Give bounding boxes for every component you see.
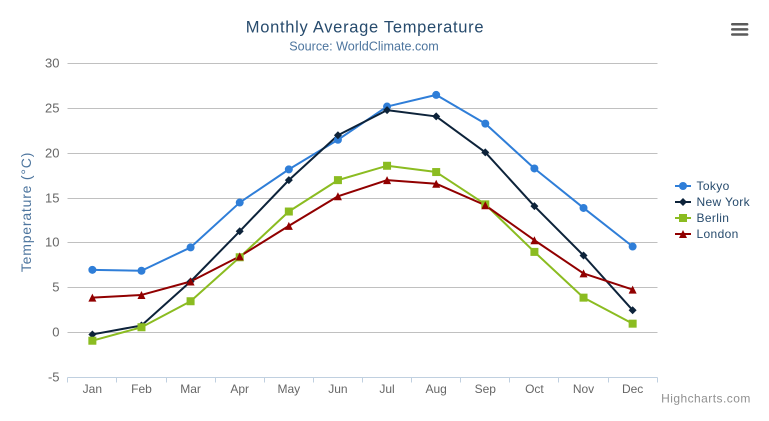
svg-text:15: 15 [45, 191, 59, 206]
svg-text:Oct: Oct [525, 382, 544, 396]
svg-text:Jan: Jan [83, 382, 102, 396]
svg-text:Sep: Sep [475, 382, 497, 396]
svg-text:Berlin: Berlin [697, 211, 730, 225]
svg-text:30: 30 [45, 56, 59, 71]
svg-text:New York: New York [697, 195, 751, 209]
svg-text:5: 5 [52, 280, 59, 295]
svg-text:Tokyo: Tokyo [697, 179, 730, 193]
svg-text:Jul: Jul [379, 382, 394, 396]
svg-text:Monthly Average Temperature: Monthly Average Temperature [246, 19, 484, 37]
svg-text:Nov: Nov [573, 382, 594, 396]
svg-text:Apr: Apr [230, 382, 249, 396]
svg-text:0: 0 [52, 325, 59, 340]
svg-text:20: 20 [45, 146, 59, 161]
svg-text:25: 25 [45, 101, 59, 116]
svg-text:London: London [697, 227, 739, 241]
svg-text:May: May [277, 382, 300, 396]
svg-text:Feb: Feb [131, 382, 152, 396]
svg-text:10: 10 [45, 235, 59, 250]
svg-text:Mar: Mar [180, 382, 201, 396]
svg-text:Jun: Jun [328, 382, 347, 396]
svg-text:-5: -5 [48, 370, 60, 385]
svg-text:Source: WorldClimate.com: Source: WorldClimate.com [289, 39, 439, 53]
svg-text:Aug: Aug [426, 382, 447, 396]
svg-text:Highcharts.com: Highcharts.com [661, 392, 751, 406]
svg-text:Dec: Dec [622, 382, 643, 396]
svg-text:Temperature (°C): Temperature (°C) [18, 152, 34, 272]
